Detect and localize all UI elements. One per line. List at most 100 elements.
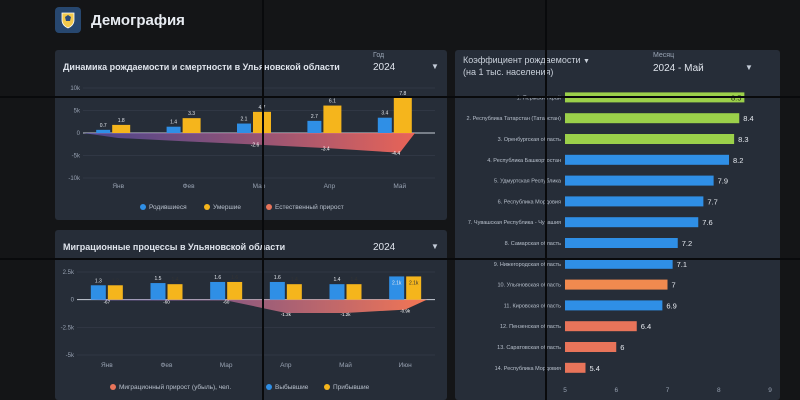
deaths-value-label: 6.1	[329, 99, 336, 105]
growth-value-label: -4.4	[391, 151, 400, 157]
legend-label: Выбывшие	[275, 383, 309, 391]
y-tick-label: -10k	[68, 176, 81, 182]
x-tick-label: Апр	[280, 362, 292, 369]
x-tick-label: Апр	[324, 183, 336, 190]
fertility-title: Коэффициент рождаемости ▼ (на 1 тыс. нас…	[463, 55, 590, 78]
outflow-bar	[269, 281, 285, 300]
net-value-label: -1.2k	[281, 312, 292, 317]
migration-panel: Миграционные процессы в Ульяновской обла…	[55, 230, 447, 400]
migration-chart: 2.5k 0 -2.5k -5k 1.3 1.3 -67 Янв 1.5 1.4 -60 Фев 1.6…	[61, 270, 435, 391]
outflow-bar	[210, 281, 226, 300]
region-label: 4. Республика Башкортостан	[487, 158, 561, 164]
screen-seam	[262, 0, 264, 400]
region-label: 7. Чувашская Республика - Чувашия	[468, 220, 561, 226]
region-value-label: 7.7	[707, 197, 717, 206]
migration-panel-title: Миграционные процессы в Ульяновской обла…	[63, 242, 286, 252]
region-label: 9. Нижегородская область	[494, 262, 561, 268]
region-bar	[565, 342, 617, 352]
fertility-panel: Коэффициент рождаемости ▼ (на 1 тыс. нас…	[455, 50, 780, 400]
x-tick-label: 6	[614, 387, 618, 394]
legend-marker	[266, 204, 272, 210]
outflow-bar	[150, 283, 166, 300]
growth-value-label: -3.4	[321, 146, 330, 152]
births-value-label: 0.7	[100, 123, 107, 129]
region-value-label: 7.2	[682, 239, 692, 248]
y-tick-label: 5k	[74, 109, 81, 115]
region-value-label: 8.4	[743, 114, 753, 123]
region-label: 13. Саратовская область	[497, 345, 561, 351]
inflow-bar	[167, 284, 183, 300]
outflow-value-label: 1.6	[274, 275, 281, 281]
screen-seam	[545, 0, 547, 400]
month-select-label: Месяц	[653, 52, 675, 59]
region-label: 8. Самарская область	[505, 241, 561, 247]
legend-marker	[204, 204, 210, 210]
births-bar	[166, 126, 181, 133]
x-tick-label: 7	[666, 387, 670, 394]
region-value-label: 6.9	[666, 301, 676, 310]
outflow-value-label: 1.3	[95, 278, 102, 284]
deaths-value-label: 3.3	[188, 111, 195, 117]
x-tick-label: 5	[563, 387, 567, 394]
outflow-bar	[389, 276, 405, 300]
chevron-down-icon[interactable]: ▼	[745, 63, 753, 72]
chevron-down-icon[interactable]: ▼	[431, 242, 439, 251]
migration-year-select[interactable]: 2024	[373, 242, 396, 253]
region-label: 6. Республика Мордовия	[498, 199, 561, 205]
chevron-down-icon[interactable]: ▼	[583, 58, 590, 65]
legend-label: Умершие	[213, 204, 241, 211]
legend-marker	[110, 384, 116, 390]
births-value-label: 2.7	[311, 114, 318, 120]
births-value-label: 2.1	[241, 117, 248, 123]
region-value-label: 8.3	[738, 135, 748, 144]
inflow-value-label: 1.4	[291, 277, 298, 283]
legend-label: Миграционный прирост (убыль), чел.	[119, 383, 231, 391]
region-bar	[565, 258, 673, 269]
natural-growth-area	[83, 133, 415, 153]
x-tick-label: Фев	[183, 183, 196, 190]
region-label: 5. Удмуртская Республика	[494, 179, 562, 185]
region-bar	[565, 134, 735, 144]
year-select[interactable]: 2024	[373, 62, 396, 73]
chevron-down-icon[interactable]: ▼	[431, 62, 439, 71]
inflow-value-label: 1.4	[172, 277, 179, 283]
legend-marker	[324, 384, 330, 390]
legend-marker	[266, 384, 272, 390]
region-bar	[565, 154, 729, 165]
region-value-label: 7.6	[702, 218, 712, 227]
y-tick-label: -2.5k	[61, 325, 75, 331]
y-tick-label: 0	[77, 131, 81, 137]
region-bar	[565, 113, 740, 124]
month-select[interactable]: 2024 - Май	[653, 63, 704, 74]
deaths-bar	[393, 97, 412, 133]
x-tick-label: Янв	[112, 183, 124, 190]
region-label: 10. Ульяновская область	[497, 283, 561, 289]
births-value-label: 3.4	[381, 111, 388, 117]
inflow-bar	[406, 276, 422, 300]
region-bar	[565, 238, 678, 248]
region-label: 3. Оренбургская область	[498, 137, 562, 143]
region-label: 12. Пензенская область	[500, 324, 561, 330]
page-title: Демография	[91, 11, 185, 29]
region-value-label: 7.1	[677, 260, 687, 269]
deaths-value-label: 7.8	[399, 91, 406, 97]
births-value-label: 1.4	[170, 120, 177, 126]
inflow-bar	[286, 284, 302, 300]
growth-value-label: -2.6	[251, 143, 260, 149]
inflow-bar	[227, 281, 243, 300]
births-deaths-panel: Динамика рождаемости и смертности в Улья…	[55, 50, 447, 220]
y-tick-label: 0	[71, 298, 75, 304]
outflow-value-label: 1.4	[334, 277, 341, 283]
region-bar	[565, 175, 714, 186]
x-tick-label: Мар	[253, 183, 266, 190]
x-tick-label: 9	[768, 387, 772, 394]
region-bar	[565, 321, 637, 332]
region-label: 11. Кировская область	[504, 303, 561, 309]
region-value-label: 6	[620, 343, 624, 352]
fertility-subtitle: (на 1 тыс. населения)	[463, 67, 554, 77]
net-value-label: -60	[223, 299, 230, 304]
dashboard-header: Демография	[55, 5, 185, 35]
coat-of-arms-icon	[55, 7, 81, 33]
outflow-bar	[329, 284, 345, 300]
